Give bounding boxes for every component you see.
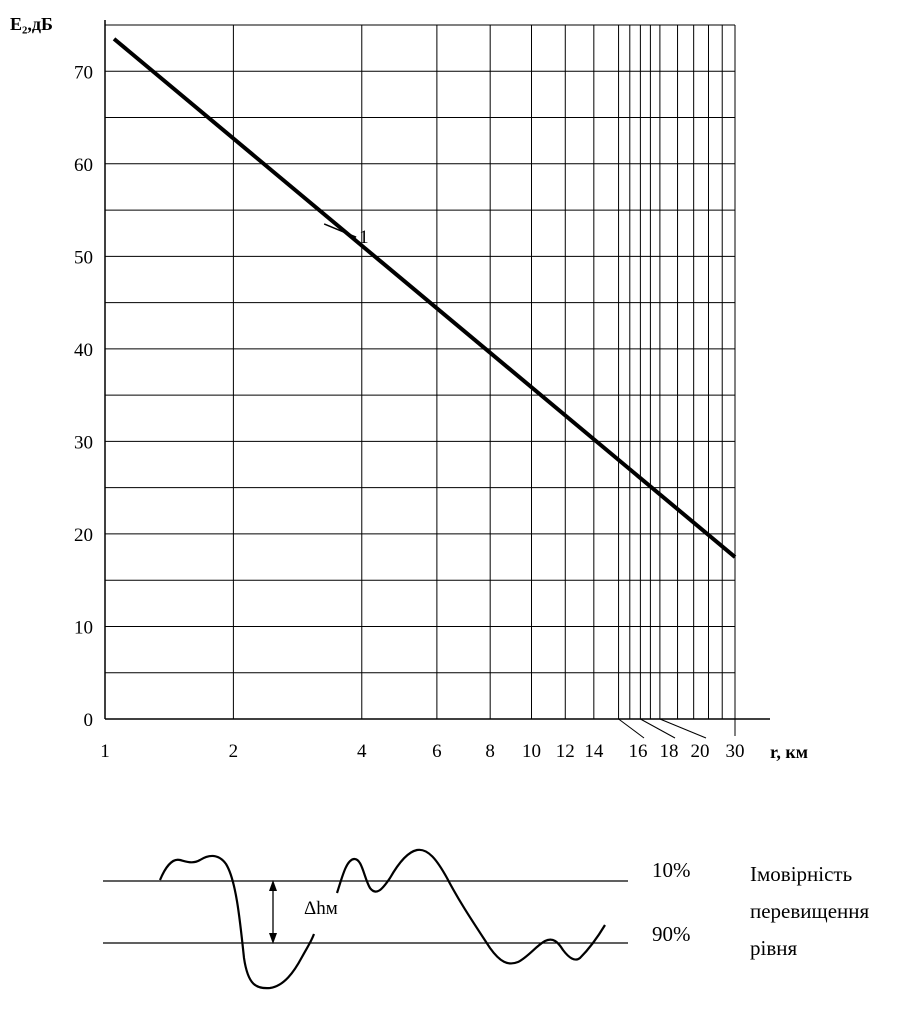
x-tick-label: 4 bbox=[357, 741, 367, 762]
y-tick-label: 60 bbox=[74, 155, 93, 176]
curve-annotation: 1 bbox=[323, 223, 369, 248]
y-tick-labels: 0 10 20 30 40 50 60 70 bbox=[74, 62, 93, 731]
delta-h-arrowhead-bottom bbox=[269, 933, 277, 944]
y-axis-label: E₂,дБ bbox=[10, 14, 53, 34]
x-tick-label: 14 bbox=[584, 741, 604, 762]
caption-line-1: Імовірність bbox=[750, 862, 852, 886]
x-tick-labels: 1 2 4 6 8 10 12 14 16 18 20 30 bbox=[100, 718, 745, 762]
x-tick-leader bbox=[659, 718, 707, 739]
y-tick-label: 50 bbox=[74, 247, 93, 268]
delta-h-label: Δhм bbox=[304, 898, 338, 919]
delta-h-arrowhead-top bbox=[269, 880, 277, 891]
y-tick-label: 10 bbox=[74, 617, 93, 638]
x-tick-label: 10 bbox=[522, 741, 541, 762]
x-tick-label: 18 bbox=[660, 741, 679, 762]
y-tick-label: 70 bbox=[74, 62, 93, 83]
x-tick-label: 30 bbox=[726, 741, 745, 762]
y-tick-label: 30 bbox=[74, 432, 93, 453]
x-tick-label: 12 bbox=[556, 741, 575, 762]
level-10-label: 10% bbox=[652, 858, 691, 882]
x-tick-label: 2 bbox=[229, 741, 239, 762]
y-tick-label: 20 bbox=[74, 525, 93, 546]
terrain-profile-right bbox=[335, 848, 606, 965]
caption-line-2: перевищення bbox=[750, 899, 870, 923]
series-line bbox=[112, 37, 737, 559]
x-axis-label: r, км bbox=[770, 742, 808, 762]
y-tick-label: 0 bbox=[84, 710, 94, 731]
x-tick-label: 20 bbox=[691, 741, 710, 762]
vertical-gridlines bbox=[104, 25, 736, 719]
x-tick-label: 6 bbox=[432, 741, 442, 762]
annotation-leader-line bbox=[323, 223, 357, 238]
x-tick-leader bbox=[640, 718, 676, 739]
annotation-label: 1 bbox=[359, 227, 369, 248]
axes bbox=[104, 20, 770, 720]
probability-sketch: Δhм 10% 90% Імовірність перевищення рівн… bbox=[103, 848, 870, 990]
terrain-profile-left bbox=[158, 854, 316, 990]
x-tick-label: 1 bbox=[100, 741, 110, 762]
x-tick-leader bbox=[618, 718, 645, 739]
caption-line-3: рівня bbox=[750, 936, 797, 960]
level-90-label: 90% bbox=[652, 922, 691, 946]
series-group bbox=[112, 37, 737, 559]
y-tick-label: 40 bbox=[74, 340, 93, 361]
x-tick-label: 8 bbox=[485, 741, 495, 762]
x-tick-label: 16 bbox=[629, 741, 648, 762]
